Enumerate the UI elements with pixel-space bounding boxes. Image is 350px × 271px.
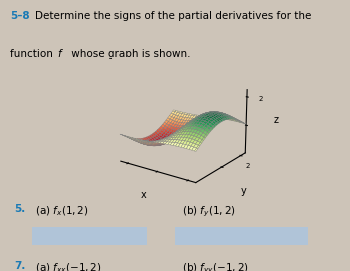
Y-axis label: y: y	[241, 186, 247, 196]
FancyBboxPatch shape	[175, 227, 308, 245]
Text: 5–8: 5–8	[10, 11, 30, 21]
Text: f: f	[58, 49, 61, 59]
Text: Determine the signs of the partial derivatives for the: Determine the signs of the partial deriv…	[35, 11, 312, 21]
Text: (a) $f_{xx}(-1, 2)$: (a) $f_{xx}(-1, 2)$	[35, 261, 101, 271]
Text: 7.: 7.	[14, 261, 25, 271]
X-axis label: x: x	[140, 190, 146, 200]
Text: (a) $f_x(1, 2)$: (a) $f_x(1, 2)$	[35, 204, 89, 218]
FancyBboxPatch shape	[32, 227, 147, 245]
Text: whose graph is shown.: whose graph is shown.	[68, 49, 191, 59]
Text: (b) $f_y(1, 2)$: (b) $f_y(1, 2)$	[182, 204, 236, 219]
Text: (b) $f_{yy}(-1, 2)$: (b) $f_{yy}(-1, 2)$	[182, 261, 249, 271]
Text: 5.: 5.	[14, 204, 25, 214]
Text: function: function	[10, 49, 57, 59]
